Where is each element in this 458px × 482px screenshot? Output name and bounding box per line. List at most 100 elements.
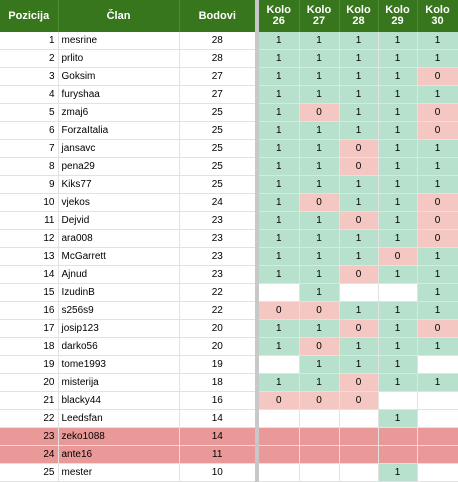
round-result-cell[interactable]: 0 (417, 229, 458, 248)
round-result-cell[interactable]: 1 (378, 157, 418, 176)
round-result-cell[interactable]: 1 (378, 193, 418, 212)
round-result-cell[interactable]: 1 (299, 265, 340, 284)
round-result-cell[interactable] (299, 463, 340, 482)
round-result-cell[interactable]: 1 (339, 301, 379, 320)
round-result-cell[interactable]: 1 (257, 67, 300, 86)
position-cell[interactable]: 2 (0, 49, 59, 68)
round-result-cell[interactable]: 1 (299, 157, 340, 176)
round-result-cell[interactable]: 1 (339, 121, 379, 140)
round-result-cell[interactable]: 1 (339, 32, 379, 50)
points-cell[interactable]: 25 (179, 121, 259, 140)
header-bodovi[interactable]: Bodovi (179, 0, 259, 32)
round-result-cell[interactable]: 0 (257, 301, 300, 320)
member-name-cell[interactable]: zmaj6 (58, 103, 180, 122)
round-result-cell[interactable]: 1 (299, 247, 340, 266)
round-result-cell[interactable] (257, 409, 300, 428)
round-result-cell[interactable]: 1 (378, 211, 418, 230)
position-cell[interactable]: 21 (0, 391, 59, 410)
round-result-cell[interactable]: 1 (378, 103, 418, 122)
round-result-cell[interactable] (339, 409, 379, 428)
round-result-cell[interactable]: 1 (339, 103, 379, 122)
round-result-cell[interactable]: 1 (257, 193, 300, 212)
round-result-cell[interactable]: 1 (417, 175, 458, 194)
round-result-cell[interactable]: 1 (417, 157, 458, 176)
round-result-cell[interactable]: 1 (378, 265, 418, 284)
points-cell[interactable]: 14 (179, 409, 259, 428)
round-result-cell[interactable]: 1 (339, 85, 379, 104)
round-result-cell[interactable]: 1 (257, 121, 300, 140)
round-result-cell[interactable]: 1 (378, 301, 418, 320)
position-cell[interactable]: 1 (0, 32, 59, 50)
round-result-cell[interactable]: 0 (339, 265, 379, 284)
round-result-cell[interactable] (257, 463, 300, 482)
member-name-cell[interactable]: blacky44 (58, 391, 180, 410)
points-cell[interactable]: 24 (179, 193, 259, 212)
position-cell[interactable]: 3 (0, 67, 59, 86)
round-result-cell[interactable]: 1 (257, 139, 300, 158)
round-result-cell[interactable]: 1 (339, 193, 379, 212)
member-name-cell[interactable]: misterija (58, 373, 180, 392)
member-name-cell[interactable]: ForzaItalia (58, 121, 180, 140)
position-cell[interactable]: 11 (0, 211, 59, 230)
round-result-cell[interactable] (339, 463, 379, 482)
header-kolo-29[interactable]: Kolo 29 (378, 0, 418, 32)
round-result-cell[interactable]: 0 (339, 157, 379, 176)
points-cell[interactable]: 25 (179, 103, 259, 122)
round-result-cell[interactable]: 1 (378, 67, 418, 86)
header-kolo-30[interactable]: Kolo 30 (417, 0, 458, 32)
round-result-cell[interactable]: 1 (417, 139, 458, 158)
round-result-cell[interactable]: 0 (417, 211, 458, 230)
round-result-cell[interactable]: 1 (417, 32, 458, 50)
round-result-cell[interactable]: 1 (339, 67, 379, 86)
round-result-cell[interactable]: 1 (417, 337, 458, 356)
position-cell[interactable]: 20 (0, 373, 59, 392)
member-name-cell[interactable]: IzudinB (58, 283, 180, 302)
round-result-cell[interactable]: 1 (378, 409, 418, 428)
round-result-cell[interactable]: 0 (417, 121, 458, 140)
position-cell[interactable]: 6 (0, 121, 59, 140)
round-result-cell[interactable]: 1 (257, 32, 300, 50)
round-result-cell[interactable]: 0 (417, 103, 458, 122)
round-result-cell[interactable]: 1 (257, 85, 300, 104)
round-result-cell[interactable] (257, 355, 300, 374)
round-result-cell[interactable]: 0 (299, 391, 340, 410)
round-result-cell[interactable]: 1 (417, 247, 458, 266)
position-cell[interactable]: 16 (0, 301, 59, 320)
round-result-cell[interactable]: 0 (339, 211, 379, 230)
member-name-cell[interactable]: Goksim (58, 67, 180, 86)
round-result-cell[interactable] (339, 445, 379, 464)
member-name-cell[interactable]: furyshaa (58, 85, 180, 104)
round-result-cell[interactable] (417, 445, 458, 464)
round-result-cell[interactable]: 1 (299, 49, 340, 68)
points-cell[interactable]: 18 (179, 373, 259, 392)
points-cell[interactable]: 10 (179, 463, 259, 482)
points-cell[interactable]: 27 (179, 85, 259, 104)
position-cell[interactable]: 13 (0, 247, 59, 266)
round-result-cell[interactable]: 1 (299, 283, 340, 302)
round-result-cell[interactable]: 0 (299, 193, 340, 212)
round-result-cell[interactable] (299, 427, 340, 446)
round-result-cell[interactable] (257, 427, 300, 446)
member-name-cell[interactable]: Ajnud (58, 265, 180, 284)
round-result-cell[interactable] (257, 283, 300, 302)
position-cell[interactable]: 9 (0, 175, 59, 194)
member-name-cell[interactable]: zeko1088 (58, 427, 180, 446)
points-cell[interactable]: 23 (179, 265, 259, 284)
round-result-cell[interactable]: 1 (299, 85, 340, 104)
points-cell[interactable]: 23 (179, 229, 259, 248)
position-cell[interactable]: 17 (0, 319, 59, 338)
round-result-cell[interactable]: 1 (378, 373, 418, 392)
member-name-cell[interactable]: prlito (58, 49, 180, 68)
round-result-cell[interactable]: 1 (257, 157, 300, 176)
points-cell[interactable]: 28 (179, 49, 259, 68)
round-result-cell[interactable]: 1 (378, 85, 418, 104)
position-cell[interactable]: 4 (0, 85, 59, 104)
member-name-cell[interactable]: s256s9 (58, 301, 180, 320)
round-result-cell[interactable] (417, 409, 458, 428)
header-kolo-28[interactable]: Kolo 28 (339, 0, 379, 32)
round-result-cell[interactable]: 1 (299, 355, 340, 374)
round-result-cell[interactable]: 1 (257, 103, 300, 122)
round-result-cell[interactable]: 1 (417, 283, 458, 302)
round-result-cell[interactable]: 1 (299, 139, 340, 158)
round-result-cell[interactable]: 1 (339, 175, 379, 194)
